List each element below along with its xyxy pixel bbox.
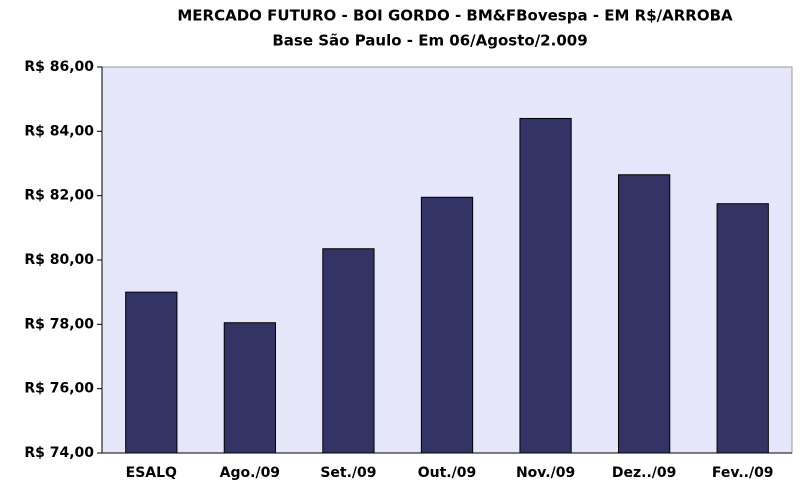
x-tick-label: Nov./09 <box>516 465 575 481</box>
x-tick-label: ESALQ <box>126 465 177 481</box>
bar <box>125 291 178 454</box>
bar <box>618 174 671 454</box>
bar <box>223 322 276 454</box>
x-tick-label: Ago./09 <box>220 465 280 481</box>
y-tick-label: R$ 82,00 <box>24 188 94 204</box>
y-tick-label: R$ 76,00 <box>24 381 94 397</box>
bar <box>420 196 474 454</box>
bar <box>322 248 375 454</box>
bar <box>519 117 572 454</box>
y-tick-label: R$ 84,00 <box>24 123 94 139</box>
x-tick-label: Fev../09 <box>712 465 774 481</box>
y-tick-label: R$ 78,00 <box>24 316 94 332</box>
chart-subtitle: Base São Paulo - Em 06/Agosto/2.009 <box>272 32 587 50</box>
y-tick-label: R$ 80,00 <box>24 252 94 268</box>
chart-title: MERCADO FUTURO - BOI GORDO - BM&FBovespa… <box>177 7 733 25</box>
bar <box>716 203 769 454</box>
x-tick-label: Out./09 <box>418 465 476 481</box>
x-tick-label: Dez../09 <box>612 465 677 481</box>
y-tick-label: R$ 86,00 <box>24 59 94 75</box>
y-tick-label: R$ 74,00 <box>24 445 94 461</box>
x-tick-label: Set./09 <box>320 465 376 481</box>
